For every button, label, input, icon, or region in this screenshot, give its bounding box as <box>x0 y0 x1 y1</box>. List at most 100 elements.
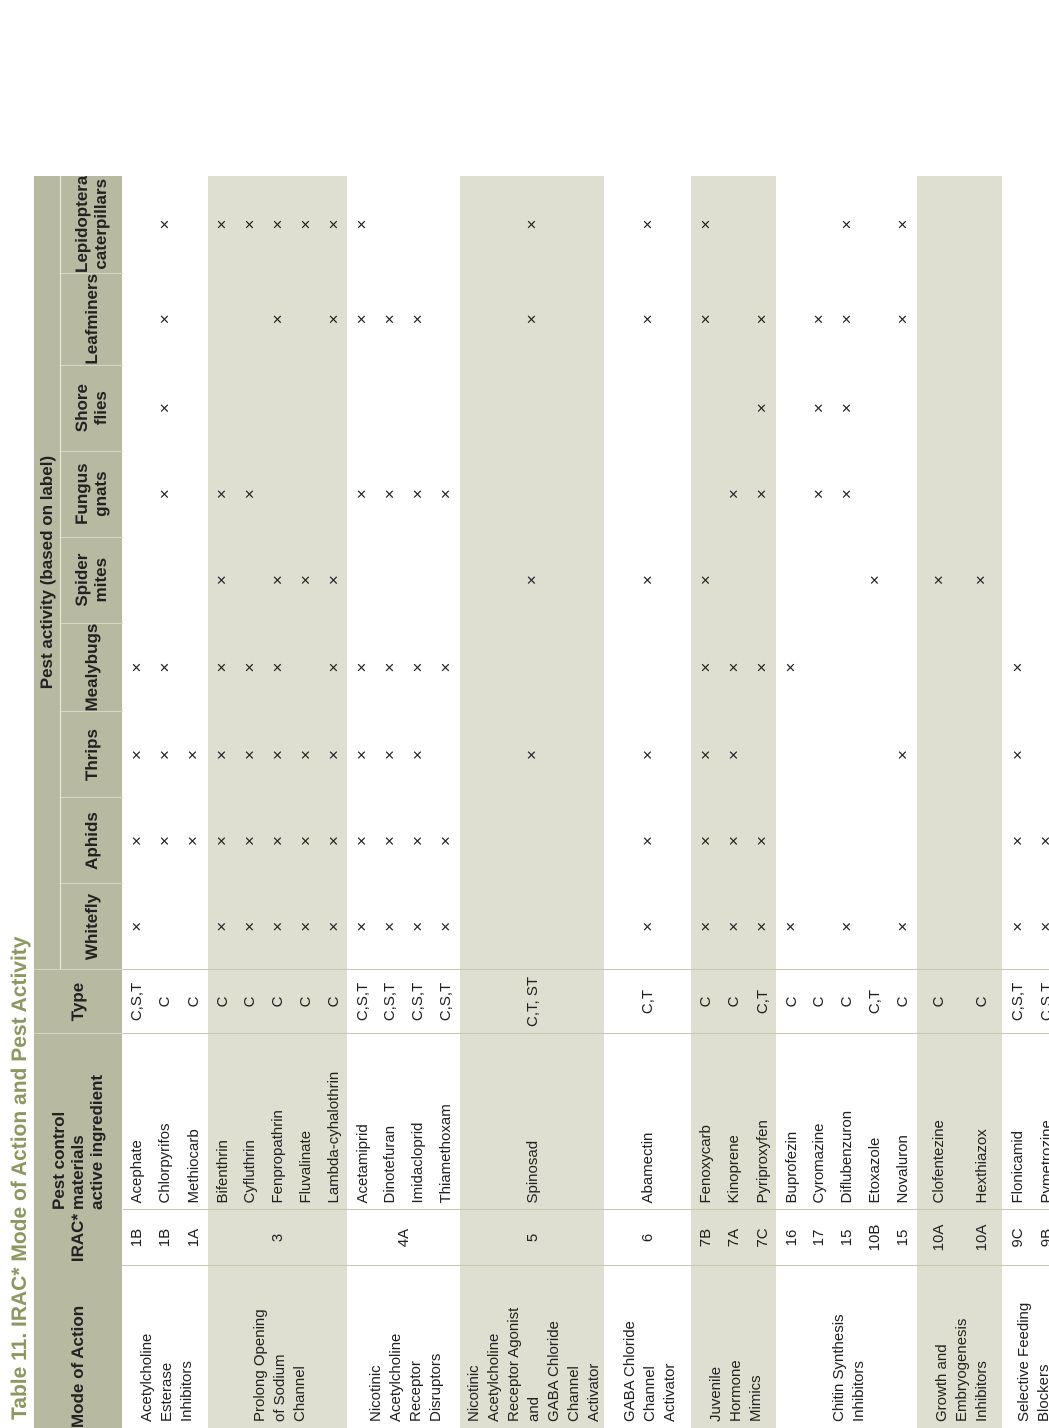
activity-mark: × <box>637 314 657 325</box>
mode-of-action-line: GABA Chloride <box>545 1321 563 1422</box>
activity-mark: × <box>752 921 772 932</box>
pest-activity-cell: × <box>604 884 691 970</box>
activity-mark: × <box>323 750 343 760</box>
pest-activity-cell <box>916 884 960 970</box>
active-ingredient: Cyfluthrin <box>235 1034 264 1210</box>
pest-activity-cell <box>888 537 917 624</box>
table-row: Prolong Opening of Sodium Channel 3 Bifenthr… <box>207 175 348 1428</box>
table-row: 17 Cyromazine C × × × <box>804 175 833 1428</box>
pest-activity-cell <box>748 537 777 624</box>
activity-mark: × <box>267 836 287 846</box>
pest-activity-cell <box>959 175 1003 274</box>
pest-activity-cell <box>263 451 292 538</box>
pest-activity-cell: × <box>122 623 151 712</box>
pest-activity-cell: × <box>235 884 264 970</box>
active-ingredient: Buprofezin <box>776 1034 805 1210</box>
pest-activity-cell <box>776 798 805 884</box>
activity-mark: × <box>752 662 772 673</box>
pest-activity-cell <box>235 537 264 624</box>
irac-code: 7B <box>690 1210 720 1266</box>
activity-mark: × <box>808 489 828 500</box>
pest-activity-cell <box>832 623 861 712</box>
active-ingredient: Hexthiazox <box>959 1034 1003 1210</box>
pest-activity-cell <box>459 623 605 712</box>
activity-mark: × <box>352 662 372 673</box>
active-ingredient: Dinotefuran <box>375 1034 404 1210</box>
activity-mark: × <box>637 575 657 586</box>
pest-activity-cell <box>888 798 917 884</box>
application-type: C,S,T <box>431 970 460 1034</box>
pest-activity-cell: × <box>375 273 404 366</box>
application-type: C,S,T <box>1002 970 1032 1034</box>
header-pest-3: Mealybugs <box>60 623 122 712</box>
mode-of-action-line: Activator <box>585 1363 603 1422</box>
pest-activity-cell: × <box>403 623 432 712</box>
activity-mark: × <box>781 921 801 932</box>
pest-activity-cell: × <box>179 798 208 884</box>
pest-activity-cell <box>122 273 151 366</box>
activity-mark: × <box>971 575 991 586</box>
application-type: C <box>690 970 720 1034</box>
header-pest-line2: gnats <box>91 471 110 517</box>
pest-activity-cell <box>459 451 605 538</box>
pest-activity-cell: × <box>776 884 805 970</box>
header-pest-line1: Leafminers <box>81 273 101 365</box>
active-ingredient: Fluvalinate <box>291 1034 320 1210</box>
activity-mark: × <box>723 662 743 673</box>
mode-of-action-line: Receptor Agonist <box>505 1307 523 1422</box>
mode-of-action-line: Activator <box>660 1363 678 1422</box>
table-row: Juvenile Hormone Mimics 7B Fenoxycarb C × × × × × ×… <box>690 175 777 1428</box>
pest-activity-cell <box>403 537 432 624</box>
pest-activity-cell <box>375 365 404 452</box>
pest-activity-cell <box>832 798 861 884</box>
activity-mark: × <box>928 575 948 586</box>
activity-mark: × <box>892 314 912 325</box>
pest-activity-cell: × <box>1002 623 1032 712</box>
application-type: C <box>804 970 833 1034</box>
table-row: Nicotinic Acetylcholine Receptor Disruptors… <box>347 175 460 1428</box>
header-pest-4: Spider mites <box>60 537 122 624</box>
mode-of-action-line: Growth and <box>932 1344 950 1422</box>
header-pest-line1: Aphids <box>81 812 101 870</box>
pest-activity-cell: × <box>719 712 749 798</box>
active-ingredient: Fenoxycarb <box>690 1034 720 1210</box>
activity-mark: × <box>407 314 427 325</box>
pest-activity-cell: × <box>207 451 236 538</box>
pest-activity-cell <box>916 365 960 452</box>
irac-code: 7A <box>719 1210 749 1266</box>
application-type: C <box>776 970 805 1034</box>
activity-mark: × <box>522 575 542 586</box>
irac-code: 17 <box>804 1210 833 1266</box>
mode-of-action-cell: GABA Chloride Channel Activator <box>604 1266 691 1428</box>
mode-of-action-line: Nicotinic <box>465 1365 483 1422</box>
pest-activity-cell <box>804 712 833 798</box>
activity-mark: × <box>637 219 657 230</box>
irac-code: 9C <box>1002 1210 1032 1266</box>
pest-activity-cell <box>860 175 889 274</box>
application-type: C,S,T <box>1031 970 1049 1034</box>
activity-mark: × <box>212 750 232 760</box>
pest-activity-cell <box>122 451 151 538</box>
pest-activity-cell <box>179 175 208 274</box>
pest-activity-cell: × <box>263 537 292 624</box>
activity-mark: × <box>295 750 315 760</box>
activity-mark: × <box>407 489 427 500</box>
pest-activity-cell: × <box>459 537 605 624</box>
pest-activity-cell <box>347 537 376 624</box>
pest-activity-cell <box>860 798 889 884</box>
pest-activity-cell <box>1002 273 1032 366</box>
activity-mark: × <box>752 314 772 325</box>
activity-mark: × <box>637 836 657 846</box>
active-ingredient: Bifenthrin <box>207 1034 236 1210</box>
activity-mark: × <box>352 219 372 230</box>
application-type: C,S,T <box>403 970 432 1034</box>
activity-mark: × <box>1007 921 1027 932</box>
pest-activity-cell: × <box>748 798 777 884</box>
activity-mark: × <box>1036 836 1049 846</box>
application-type: C <box>888 970 917 1034</box>
header-pest-0: Whitefly <box>60 884 122 970</box>
activity-mark: × <box>323 921 343 932</box>
pest-activity-cell: × <box>748 273 777 366</box>
activity-mark: × <box>239 921 259 932</box>
